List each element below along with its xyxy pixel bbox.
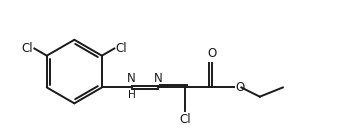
Text: O: O xyxy=(207,47,216,60)
Text: Cl: Cl xyxy=(179,113,191,126)
Text: Cl: Cl xyxy=(115,42,127,55)
Text: O: O xyxy=(236,81,245,94)
Text: H: H xyxy=(128,90,135,99)
Text: N: N xyxy=(154,72,163,85)
Text: Cl: Cl xyxy=(22,42,33,55)
Text: N: N xyxy=(127,72,136,85)
